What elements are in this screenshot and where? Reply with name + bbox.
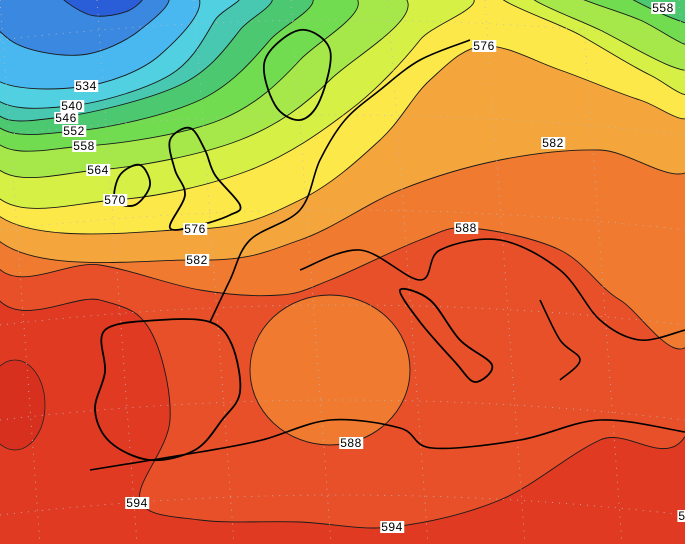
contour-label: 558 <box>651 1 675 15</box>
coastline <box>299 238 685 341</box>
coastline <box>539 299 581 381</box>
grid-line <box>0 19 685 41</box>
contour-label: 576 <box>183 222 207 236</box>
band-522-528 <box>0 0 170 56</box>
coastline <box>94 318 242 462</box>
contour-ring-588 <box>249 294 411 446</box>
coastline <box>263 29 332 121</box>
grid-line <box>0 399 685 421</box>
contour-label: 594 <box>125 496 149 510</box>
grid-line <box>0 114 685 136</box>
band-below-522 <box>63 0 143 17</box>
coastline <box>168 126 242 231</box>
high-center-contour <box>0 359 46 451</box>
contour-label: 582 <box>185 253 209 267</box>
grid-line <box>0 209 685 231</box>
coastline <box>209 39 471 323</box>
contour-label: 570 <box>103 193 127 207</box>
contour-label: 540 <box>60 99 84 113</box>
contour-label: 5 <box>677 509 685 523</box>
contour-label: 576 <box>472 39 496 53</box>
contour-label: 546 <box>54 111 78 125</box>
contour-label: 558 <box>72 139 96 153</box>
grid-line <box>0 494 685 516</box>
contour-label: 588 <box>339 436 363 450</box>
contour-label: 564 <box>86 163 110 177</box>
contour-label: 534 <box>74 79 98 93</box>
coastline <box>89 418 685 471</box>
coastline <box>399 287 494 383</box>
contour-label: 588 <box>454 221 478 235</box>
contour-label: 582 <box>541 136 565 150</box>
contour-label: 594 <box>380 520 404 534</box>
contour-label: 552 <box>62 124 86 138</box>
grid-line <box>0 304 685 326</box>
